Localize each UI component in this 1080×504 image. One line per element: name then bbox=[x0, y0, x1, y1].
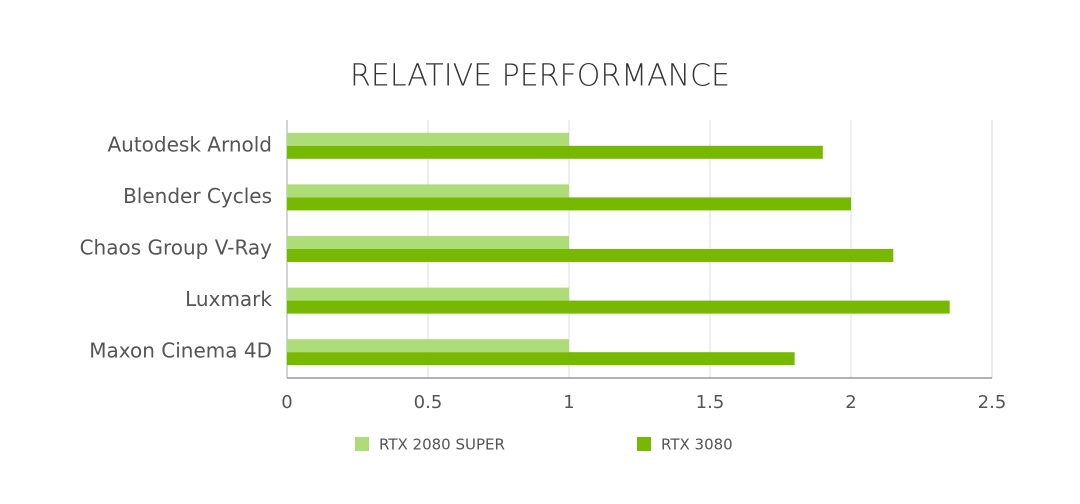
y-tick-label: Autodesk Arnold bbox=[107, 132, 272, 156]
legend-label: RTX 3080 bbox=[661, 436, 733, 454]
chart-title: RELATIVE PERFORMANCE bbox=[350, 59, 730, 94]
bar bbox=[287, 145, 823, 159]
legend-swatch bbox=[355, 437, 369, 451]
bar bbox=[287, 132, 569, 146]
y-tick-label: Chaos Group V-Ray bbox=[80, 236, 273, 260]
bar bbox=[287, 300, 950, 314]
y-tick-label: Luxmark bbox=[185, 287, 272, 311]
bar bbox=[287, 287, 569, 301]
bar bbox=[287, 352, 795, 366]
x-tick-label: 2.5 bbox=[978, 392, 1007, 413]
x-tick-label: 0 bbox=[281, 392, 292, 413]
bar bbox=[287, 249, 894, 262]
y-tick-label: Blender Cycles bbox=[123, 184, 272, 208]
bar bbox=[287, 339, 569, 353]
x-tick-label: 0.5 bbox=[414, 392, 443, 413]
legend-label: RTX 2080 SUPER bbox=[379, 436, 505, 454]
bar bbox=[287, 236, 569, 249]
bar bbox=[287, 197, 851, 211]
x-tick-label: 1 bbox=[563, 392, 574, 413]
y-tick-label: Maxon Cinema 4D bbox=[89, 339, 272, 363]
x-tick-label: 1.5 bbox=[696, 392, 725, 413]
legend-swatch bbox=[637, 437, 651, 451]
bar bbox=[287, 184, 569, 198]
x-tick-label: 2 bbox=[845, 392, 856, 413]
